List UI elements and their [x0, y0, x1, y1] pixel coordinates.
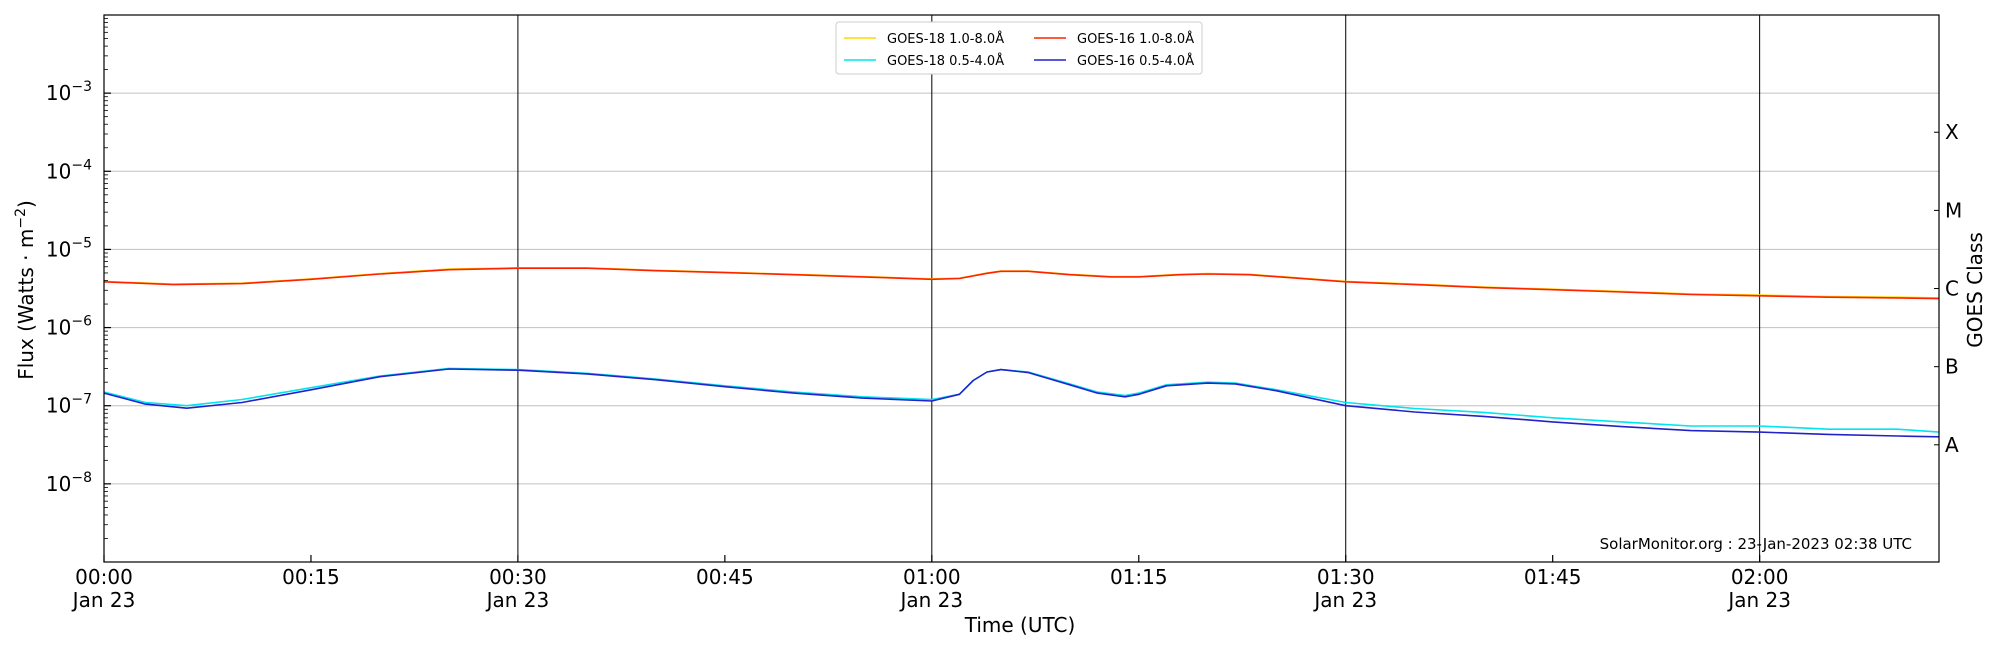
legend-box	[835, 21, 1203, 75]
y-tick-exponent: −5	[71, 235, 92, 251]
goes-class-layer: A B C M X	[1934, 120, 1962, 457]
series-layer	[103, 267, 1940, 438]
y-tick-label: 10−8	[46, 470, 92, 496]
y-tick-label: 10−5	[46, 235, 92, 261]
legend-entry: GOES-16 0.5-4.0Å	[1077, 53, 1194, 69]
y-tick-label: 10−3	[46, 79, 92, 105]
x-tick-date: Jan 23	[1726, 588, 1791, 612]
legend-entry-unit: Å	[995, 31, 1004, 47]
x-tick-date: Jan 23	[71, 588, 136, 612]
y-tick-base: 10	[46, 237, 71, 261]
goes-class-label: C	[1945, 277, 1959, 301]
legend-entry-text: GOES-18 0.5-4.0	[887, 54, 995, 69]
goes-class-label: A	[1945, 433, 1959, 457]
legend-entry-unit: Å	[995, 53, 1004, 69]
x-tick-date: Jan 23	[485, 588, 550, 612]
y-tick-base: 10	[46, 394, 71, 418]
x-tick-label: 00:30	[489, 565, 547, 589]
x-tick-label: 01:30	[1317, 565, 1375, 589]
x-tick-label: 00:15	[282, 565, 340, 589]
x-axis-label: Time (UTC)	[964, 613, 1076, 637]
y-tick-base: 10	[46, 159, 71, 183]
x-tick-label: 01:00	[903, 565, 961, 589]
y-tick-exponent: −4	[71, 157, 92, 173]
x-tick-date: Jan 23	[898, 588, 963, 612]
legend-entry-text: GOES-16 0.5-4.0	[1077, 54, 1185, 69]
goes-class-label: B	[1945, 355, 1959, 379]
y-axis-label-close: )	[14, 200, 38, 208]
y-tick-base: 10	[46, 316, 71, 340]
y-tick-label: 10−4	[46, 157, 92, 183]
legend-entry: GOES-18 1.0-8.0Å	[887, 31, 1004, 47]
x-tick-label: 00:45	[696, 565, 754, 589]
y-axis-label-main: Flux (Watts · m	[14, 229, 38, 380]
solarmonitor-timestamp: SolarMonitor.org : 23-Jan-2023 02:38 UTC	[1600, 535, 1912, 553]
legend-entry-text: GOES-18 1.0-8.0	[887, 32, 995, 47]
y-tick-exponent: −8	[71, 470, 92, 486]
x-tick-date: Jan 23	[1312, 588, 1377, 612]
y-tick-exponent: −6	[71, 314, 92, 330]
y-tick-base: 10	[46, 472, 71, 496]
legend-entry-unit: Å	[1185, 31, 1194, 47]
y-tick-exponent: −3	[71, 79, 92, 95]
x-tick-label: 00:00	[75, 565, 133, 589]
legend-entry: GOES-16 1.0-8.0Å	[1077, 31, 1194, 47]
goes-class-label: X	[1945, 120, 1959, 144]
grid-layer	[104, 15, 1939, 562]
x-tick-label: 01:15	[1110, 565, 1168, 589]
series-line-3	[103, 368, 1940, 438]
legend-entry-unit: Å	[1185, 53, 1194, 69]
x-tick-label: 02:00	[1731, 565, 1789, 589]
y-tick-base: 10	[46, 81, 71, 105]
x-tick-label: 01:45	[1524, 565, 1582, 589]
y-axis-label-exponent: −2	[13, 208, 29, 229]
y-tick-label: 10−6	[46, 314, 92, 340]
goes-class-label: M	[1945, 198, 1962, 222]
y-axis-label: Flux (Watts · m−2)	[13, 200, 38, 380]
legend-entry-text: GOES-16 1.0-8.0	[1077, 32, 1185, 47]
legend-entry: GOES-18 0.5-4.0Å	[887, 53, 1004, 69]
goes-class-axis-label: GOES Class	[1963, 232, 1987, 348]
y-tick-exponent: −7	[71, 392, 92, 408]
series-line-2	[103, 267, 1940, 300]
y-tick-label: 10−7	[46, 392, 92, 418]
